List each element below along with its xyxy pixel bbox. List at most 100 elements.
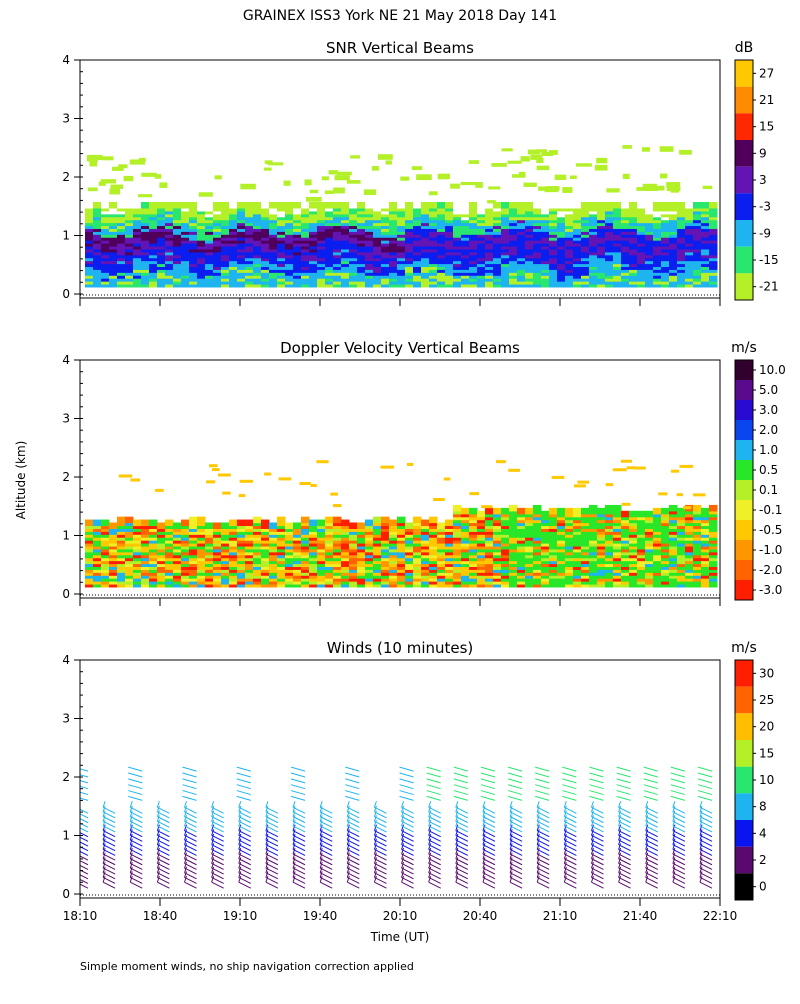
snr-cell — [524, 183, 537, 187]
snr-cell — [622, 145, 632, 149]
wind-barb — [400, 796, 414, 800]
snr-cell — [285, 202, 294, 209]
wind-barb — [237, 773, 251, 777]
snr-cell — [277, 202, 286, 209]
doppler-cell — [277, 517, 286, 524]
snr-cell — [595, 165, 608, 171]
doppler-cell — [581, 508, 590, 514]
snr-cell — [350, 155, 360, 158]
wind-barb — [400, 767, 414, 771]
doppler-cell — [677, 493, 683, 496]
doppler-cell — [525, 508, 534, 514]
snr-cell — [623, 174, 630, 179]
wind-barb — [400, 791, 414, 795]
snr-cell — [189, 202, 198, 209]
colorbar-swatch — [735, 540, 753, 560]
doppler-cell — [239, 494, 246, 497]
snr-cell — [621, 202, 630, 209]
wind-barb — [481, 773, 495, 777]
doppler-cell — [437, 522, 446, 529]
doppler-cell — [469, 492, 479, 495]
snr-cell — [548, 186, 559, 191]
snr-cell — [112, 167, 124, 171]
snr-cell — [512, 174, 526, 178]
colorbar-swatch — [735, 520, 753, 540]
doppler-cell — [222, 492, 230, 495]
doppler-cell — [541, 511, 550, 518]
snr-cell — [87, 155, 103, 160]
doppler-cell — [325, 517, 334, 524]
doppler-cell — [253, 517, 262, 524]
snr-cell — [576, 163, 592, 166]
doppler-cell — [155, 489, 164, 492]
snr-cell — [133, 202, 142, 209]
doppler-cell — [212, 468, 220, 471]
snr-cell — [703, 186, 713, 189]
doppler-cell — [130, 479, 140, 482]
wind-barb — [454, 796, 468, 800]
wind-barb — [128, 773, 142, 777]
y-tick-label: 2 — [62, 170, 70, 184]
colorbar-tick-label: 1.0 — [759, 443, 778, 457]
colorbar-swatch — [735, 87, 753, 114]
snr-cell — [477, 202, 486, 209]
doppler-cell — [679, 465, 693, 468]
snr-cell — [199, 192, 213, 196]
snr-cell — [685, 202, 694, 209]
snr-cell — [491, 163, 506, 167]
doppler-cell — [683, 506, 691, 509]
wind-barb — [481, 791, 495, 795]
snr-heatmap — [85, 145, 718, 287]
wind-barb — [291, 773, 305, 777]
doppler-cell — [577, 481, 589, 484]
wind-barb — [128, 767, 142, 771]
snr-cell — [240, 184, 256, 190]
colorbar-tick-label: 3 — [759, 173, 767, 187]
doppler-cell — [213, 522, 222, 529]
snr-cell — [438, 174, 450, 179]
doppler-cell — [421, 520, 430, 527]
snr-cell — [265, 160, 273, 164]
wind-barb-flag — [76, 801, 78, 807]
snr-cell — [537, 166, 550, 171]
colorbar-swatch — [735, 220, 753, 247]
snr-cell — [528, 150, 541, 155]
wind-barb-flag — [76, 839, 78, 845]
doppler-cell — [330, 493, 338, 496]
snr-cell — [309, 202, 318, 209]
snr-cell — [325, 190, 334, 194]
colorbar-tick-label: 0.1 — [759, 483, 778, 497]
doppler-cell — [197, 517, 206, 524]
doppler-cell — [485, 508, 494, 514]
wind-barb — [481, 785, 495, 789]
doppler-cell — [173, 522, 182, 529]
snr-cell — [570, 175, 577, 179]
colorbar-swatch — [735, 380, 753, 400]
doppler-cell — [279, 477, 292, 480]
doppler-cell — [349, 522, 358, 529]
doppler-cell — [301, 517, 310, 524]
snr-cell — [229, 202, 238, 209]
y-tick-label: 3 — [62, 112, 70, 126]
snr-cell — [149, 202, 158, 209]
doppler-cell — [509, 505, 518, 512]
doppler-cell — [365, 520, 374, 527]
doppler-cell — [645, 511, 654, 518]
wind-barbs — [74, 767, 712, 888]
wind-barb — [345, 767, 359, 771]
snr-cell — [264, 167, 272, 170]
y-tick-label: 3 — [62, 412, 70, 426]
snr-cell — [141, 202, 150, 209]
snr-cell — [325, 202, 334, 209]
colorbar-swatch — [735, 113, 753, 140]
wind-barb-flag — [76, 857, 78, 863]
doppler-cell — [209, 464, 218, 467]
doppler-cell — [621, 511, 630, 518]
doppler-cell — [444, 478, 451, 481]
wind-barb — [291, 791, 305, 795]
wind-barb — [481, 779, 495, 783]
y-tick-label: 2 — [62, 470, 70, 484]
